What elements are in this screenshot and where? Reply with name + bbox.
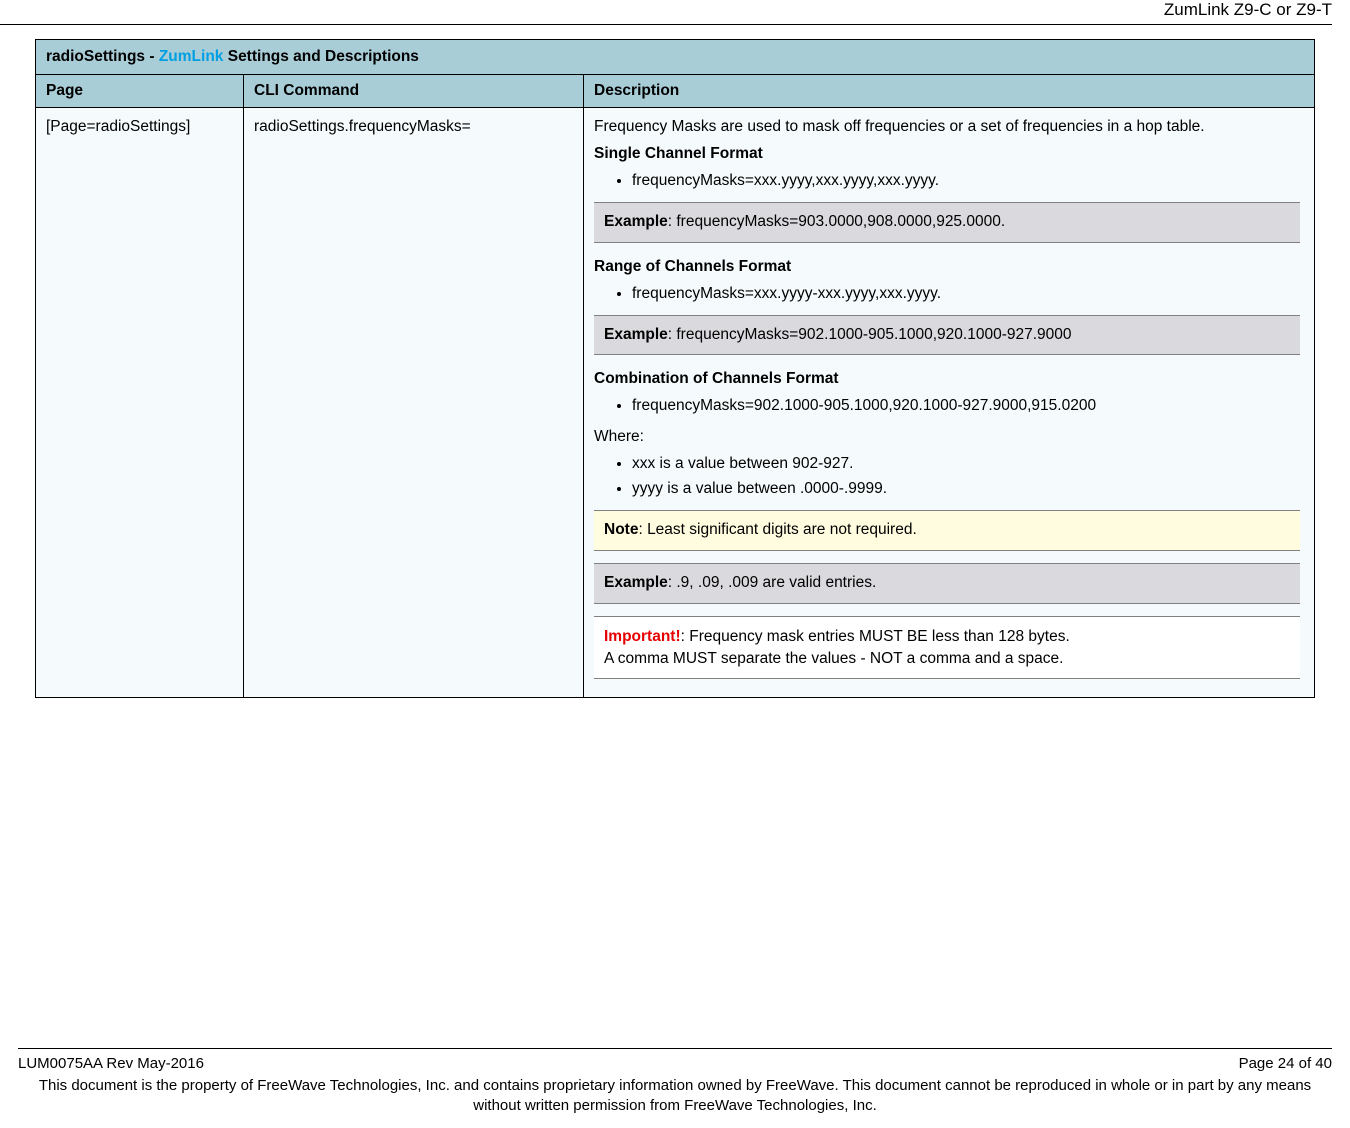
example-text: : .9, .09, .009 are valid entries. <box>668 574 877 591</box>
table-row: [Page=radioSettings] radioSettings.frequ… <box>36 108 1315 698</box>
settings-table: radioSettings - ZumLink Settings and Des… <box>35 39 1315 698</box>
table-title-cell: radioSettings - ZumLink Settings and Des… <box>36 40 1315 75</box>
list-range: frequencyMasks=xxx.yyyy-xxx.yyyy,xxx.yyy… <box>594 284 1304 305</box>
footer-revision: LUM0075AA Rev May-2016 <box>18 1055 204 1072</box>
where-label: Where: <box>594 427 1304 448</box>
list-item: frequencyMasks=xxx.yyyy-xxx.yyyy,xxx.yyy… <box>632 284 1304 305</box>
important-text-1: : Frequency mask entries MUST BE less th… <box>681 628 1070 645</box>
title-prefix: radioSettings - <box>46 48 159 65</box>
title-suffix: Settings and Descriptions <box>223 48 419 65</box>
example-box-1: Example: frequencyMasks=903.0000,908.000… <box>594 202 1300 243</box>
cell-cli: radioSettings.frequencyMasks= <box>244 108 584 698</box>
header-product: ZumLink Z9-C or Z9-T <box>0 0 1350 24</box>
note-label: Note <box>604 521 638 538</box>
desc-intro: Frequency Masks are used to mask off fre… <box>594 117 1304 138</box>
list-item: xxx is a value between 902-927. <box>632 454 1304 475</box>
heading-single: Single Channel Format <box>594 144 1304 165</box>
title-brand: ZumLink <box>159 48 224 65</box>
col-cli: CLI Command <box>244 75 584 108</box>
list-item: frequencyMasks=xxx.yyyy,xxx.yyyy,xxx.yyy… <box>632 171 1304 192</box>
list-single: frequencyMasks=xxx.yyyy,xxx.yyyy,xxx.yyy… <box>594 171 1304 192</box>
cell-page: [Page=radioSettings] <box>36 108 244 698</box>
example-label: Example <box>604 574 668 591</box>
heading-range: Range of Channels Format <box>594 257 1304 278</box>
list-combo: frequencyMasks=902.1000-905.1000,920.100… <box>594 396 1304 417</box>
col-page: Page <box>36 75 244 108</box>
list-where: xxx is a value between 902-927. yyyy is … <box>594 454 1304 500</box>
example-label: Example <box>604 213 668 230</box>
footer-legal: This document is the property of FreeWav… <box>18 1076 1332 1117</box>
example-text: : frequencyMasks=903.0000,908.0000,925.0… <box>668 213 1005 230</box>
footer-row: LUM0075AA Rev May-2016 Page 24 of 40 <box>18 1055 1332 1072</box>
note-box: Note: Least significant digits are not r… <box>594 510 1300 551</box>
example-box-3: Example: .9, .09, .009 are valid entries… <box>594 563 1300 604</box>
table-header-row: Page CLI Command Description <box>36 75 1315 108</box>
example-text: : frequencyMasks=902.1000-905.1000,920.1… <box>668 326 1072 343</box>
table-title-row: radioSettings - ZumLink Settings and Des… <box>36 40 1315 75</box>
footer-page-number: Page 24 of 40 <box>1239 1055 1332 1072</box>
list-item: frequencyMasks=902.1000-905.1000,920.100… <box>632 396 1304 417</box>
important-text-2: A comma MUST separate the values - NOT a… <box>604 650 1063 667</box>
heading-combo: Combination of Channels Format <box>594 369 1304 390</box>
footer-rule <box>18 1048 1332 1049</box>
example-label: Example <box>604 326 668 343</box>
note-text: : Least significant digits are not requi… <box>638 521 916 538</box>
content-area: radioSettings - ZumLink Settings and Des… <box>0 25 1350 698</box>
page-footer: LUM0075AA Rev May-2016 Page 24 of 40 Thi… <box>0 1048 1350 1117</box>
list-item: yyyy is a value between .0000-.9999. <box>632 479 1304 500</box>
important-label: Important! <box>604 628 681 645</box>
important-box: Important!: Frequency mask entries MUST … <box>594 616 1300 679</box>
example-box-2: Example: frequencyMasks=902.1000-905.100… <box>594 315 1300 356</box>
col-desc: Description <box>584 75 1315 108</box>
cell-description: Frequency Masks are used to mask off fre… <box>584 108 1315 698</box>
